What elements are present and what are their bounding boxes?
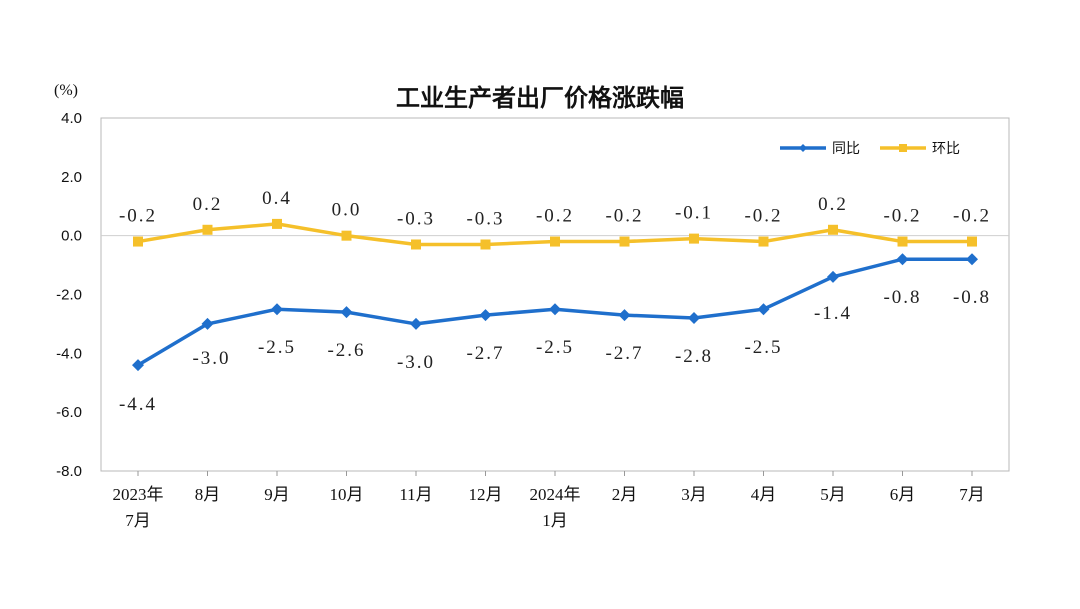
data-point bbox=[479, 309, 492, 322]
data-point bbox=[411, 239, 421, 250]
data-point bbox=[341, 230, 352, 241]
data-label: -1.4 bbox=[814, 303, 852, 324]
legend-marker bbox=[899, 144, 907, 152]
y-tick-label: 0.0 bbox=[61, 228, 82, 245]
data-label: -2.8 bbox=[675, 346, 713, 367]
data-point bbox=[133, 236, 143, 247]
y-tick-label: 4.0 bbox=[61, 110, 82, 127]
data-point bbox=[550, 236, 560, 247]
x-tick-label: 5月 bbox=[820, 485, 846, 504]
data-labels: -0.2 0.2 0.4 0.0 -0.3 -0.3 -0.2 -0.2 -0.1 -0.2 0.2… bbox=[119, 188, 991, 415]
x-tick-label: 8月 bbox=[195, 485, 221, 504]
data-label: -3.0 bbox=[397, 352, 435, 373]
data-point bbox=[480, 239, 491, 250]
x-tick-label: 12月 bbox=[469, 485, 503, 504]
x-axis: 2023年 7月 8月 9月 10月 11月 12月 2024年 1月 2月 3月 4月 5月 6月 7月 bbox=[113, 471, 985, 530]
data-point bbox=[689, 233, 699, 244]
data-point bbox=[967, 236, 977, 247]
data-label: -0.2 bbox=[883, 206, 921, 227]
data-point bbox=[410, 317, 422, 330]
legend-marker bbox=[799, 144, 807, 152]
plot-area bbox=[100, 117, 1010, 472]
data-point bbox=[966, 253, 978, 266]
data-label: -2.5 bbox=[536, 337, 574, 358]
series-group bbox=[132, 218, 978, 372]
data-point bbox=[897, 236, 908, 247]
y-tick-label: -4.0 bbox=[56, 345, 82, 362]
y-tick-label: -8.0 bbox=[56, 463, 82, 480]
legend-label: 环比 bbox=[932, 141, 960, 157]
data-label: -0.2 bbox=[744, 206, 782, 227]
data-point bbox=[202, 224, 213, 235]
data-point bbox=[688, 312, 700, 325]
y-tick-label: -2.0 bbox=[56, 287, 82, 304]
data-label: -4.4 bbox=[119, 394, 157, 415]
data-label: -2.7 bbox=[605, 343, 643, 364]
x-tick-label: 2023年 bbox=[113, 485, 164, 504]
x-tick-label: 1月 bbox=[542, 511, 568, 530]
data-label: -0.1 bbox=[675, 203, 713, 224]
x-tick-label: 7月 bbox=[125, 511, 151, 530]
data-label: 0.0 bbox=[332, 200, 362, 221]
data-point bbox=[758, 236, 769, 247]
data-point bbox=[549, 303, 561, 316]
y-tick-label: 2.0 bbox=[61, 169, 82, 186]
x-tick-label: 2024年 bbox=[530, 485, 581, 504]
data-label: 0.2 bbox=[193, 194, 223, 215]
data-label: -2.5 bbox=[258, 337, 296, 358]
data-label: -0.3 bbox=[466, 208, 504, 229]
y-axis-unit: (%) bbox=[54, 82, 78, 99]
data-label: -2.5 bbox=[744, 337, 782, 358]
x-tick-label: 6月 bbox=[890, 485, 916, 504]
data-label: -0.8 bbox=[883, 287, 921, 308]
data-point bbox=[132, 359, 144, 372]
data-label: 0.2 bbox=[818, 194, 848, 215]
data-point bbox=[827, 270, 839, 283]
data-point bbox=[272, 218, 282, 229]
chart-title: 工业生产者出厂价格涨跌幅 bbox=[396, 84, 684, 112]
data-label: -0.2 bbox=[605, 206, 643, 227]
data-label: -3.0 bbox=[192, 348, 230, 369]
data-point bbox=[201, 317, 214, 330]
data-label: -2.7 bbox=[466, 343, 504, 364]
legend: 同比 环比 bbox=[780, 141, 960, 157]
x-tick-label: 3月 bbox=[681, 485, 707, 504]
x-tick-label: 9月 bbox=[264, 485, 290, 504]
data-point bbox=[757, 303, 770, 316]
y-tick-label: -6.0 bbox=[56, 404, 82, 421]
data-point bbox=[618, 309, 631, 322]
legend-label: 同比 bbox=[832, 141, 860, 157]
data-label: -2.6 bbox=[327, 340, 365, 361]
data-label: -0.2 bbox=[953, 206, 991, 227]
data-label: -0.2 bbox=[536, 206, 574, 227]
data-label: -0.8 bbox=[953, 287, 991, 308]
data-label: -0.2 bbox=[119, 206, 157, 227]
x-tick-label: 10月 bbox=[330, 485, 364, 504]
x-tick-label: 11月 bbox=[399, 485, 432, 504]
x-tick-label: 4月 bbox=[751, 485, 777, 504]
data-label: 0.4 bbox=[262, 188, 292, 209]
data-point bbox=[340, 306, 353, 319]
data-point bbox=[271, 303, 283, 316]
x-tick-label: 2月 bbox=[612, 485, 638, 504]
data-label: -0.3 bbox=[397, 208, 435, 229]
y-axis: 4.0 2.0 0.0 -2.0 -4.0 -6.0 -8.0 bbox=[56, 110, 82, 480]
data-point bbox=[896, 253, 909, 266]
x-tick-label: 7月 bbox=[959, 485, 985, 504]
data-point bbox=[828, 224, 838, 235]
data-point bbox=[619, 236, 630, 247]
